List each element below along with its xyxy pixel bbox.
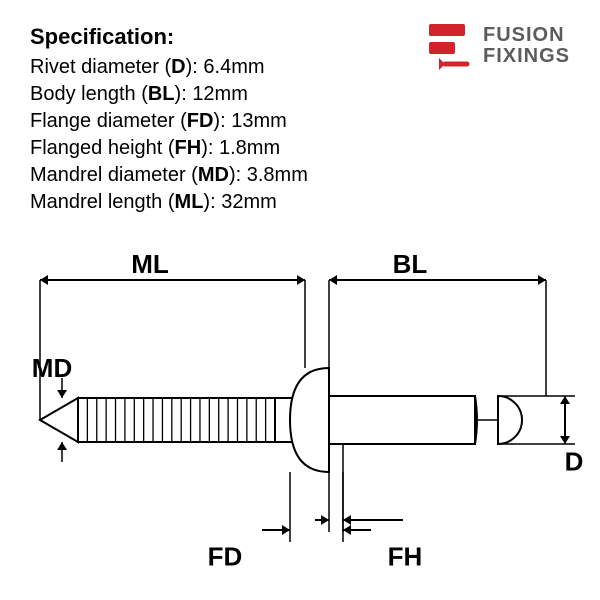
specification-title: Specification: bbox=[30, 24, 308, 50]
spec-value: 1.8mm bbox=[219, 137, 280, 159]
spec-abbr: ML bbox=[175, 191, 204, 213]
spec-abbr: D bbox=[171, 56, 185, 78]
spec-label: Mandrel diameter bbox=[30, 164, 186, 186]
spec-value: 13mm bbox=[231, 110, 287, 132]
spec-line: Flange diameter (FD): 13mm bbox=[30, 110, 308, 133]
spec-line: Mandrel diameter (MD): 3.8mm bbox=[30, 164, 308, 187]
spec-line: Flanged height (FH): 1.8mm bbox=[30, 137, 308, 160]
spec-abbr: BL bbox=[148, 83, 175, 105]
dimension-label: FD bbox=[208, 542, 243, 572]
spec-value: 12mm bbox=[192, 83, 248, 105]
specification-block: Specification: Rivet diameter (D): 6.4mm… bbox=[30, 24, 308, 218]
dimension-label: D bbox=[565, 446, 584, 476]
spec-value: 3.8mm bbox=[247, 164, 308, 186]
dimension-label: ML bbox=[131, 249, 169, 279]
spec-label: Body length bbox=[30, 83, 136, 105]
spec-label: Flanged height bbox=[30, 137, 162, 159]
spec-label: Flange diameter bbox=[30, 110, 175, 132]
spec-abbr: MD bbox=[198, 164, 229, 186]
spec-label: Mandrel length bbox=[30, 191, 162, 213]
spec-label: Rivet diameter bbox=[30, 56, 159, 78]
spec-value: 6.4mm bbox=[203, 56, 264, 78]
fusion-fixings-icon bbox=[425, 20, 473, 72]
spec-abbr: FH bbox=[175, 137, 202, 159]
spec-line: Body length (BL): 12mm bbox=[30, 83, 308, 106]
spec-line: Rivet diameter (D): 6.4mm bbox=[30, 56, 308, 79]
brand-line2: FIXINGS bbox=[483, 46, 570, 67]
spec-value: 32mm bbox=[221, 191, 277, 213]
dimension-label: BL bbox=[393, 249, 428, 279]
rivet-diagram: ML BL MD D FD FH bbox=[0, 230, 600, 590]
dimension-label: MD bbox=[32, 353, 72, 383]
brand-logo: FUSION FIXINGS bbox=[425, 20, 570, 72]
spec-line: Mandrel length (ML): 32mm bbox=[30, 191, 308, 214]
brand-line1: FUSION bbox=[483, 25, 570, 46]
dimension-label: FH bbox=[388, 542, 423, 572]
spec-abbr: FD bbox=[187, 110, 214, 132]
